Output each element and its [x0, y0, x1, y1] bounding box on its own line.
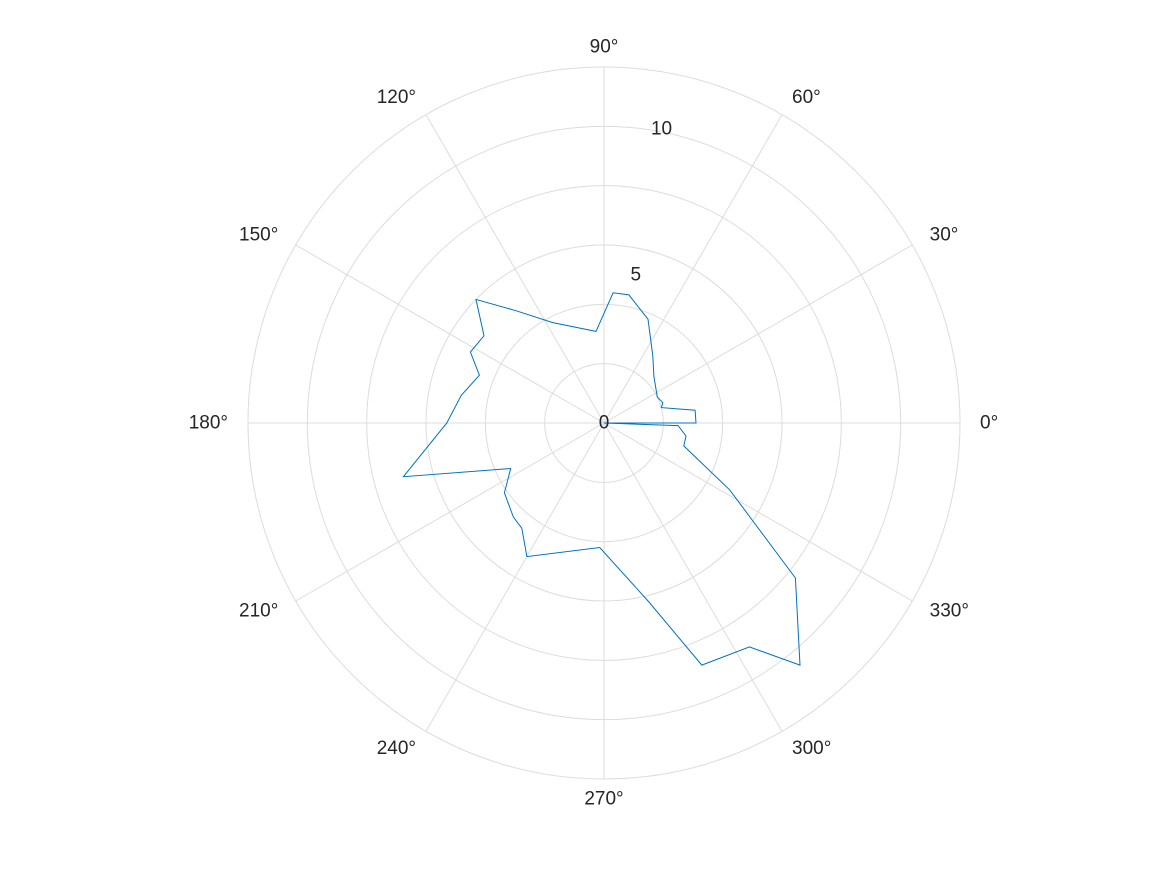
angle-tick-label: 270° — [584, 789, 623, 810]
grid-spoke — [603, 244, 913, 424]
angle-tick-label: 330° — [930, 601, 969, 622]
angle-tick-label: 0° — [980, 413, 998, 434]
polar-grid — [247, 66, 961, 780]
grid-spoke — [295, 422, 605, 602]
series-line — [402, 292, 801, 666]
grid-spoke — [603, 114, 783, 424]
grid-spoke — [603, 422, 783, 732]
angle-tick-label: 90° — [590, 37, 619, 58]
angle-tick-label: 300° — [792, 738, 831, 759]
grid-spoke — [295, 244, 605, 424]
radial-tick-label: 5 — [630, 264, 641, 285]
tick-labels: 0° 30° 60° 90° 120° 150° 180° 210° 240° 270° 300° 3… — [189, 37, 998, 810]
grid-spoke — [425, 422, 605, 732]
series-layer — [402, 292, 801, 666]
radial-tick-label: 10 — [651, 118, 672, 139]
grid-spoke — [425, 114, 605, 424]
angle-tick-label: 180° — [189, 413, 228, 434]
angle-tick-label: 240° — [377, 738, 416, 759]
angle-tick-label: 30° — [930, 225, 959, 246]
angle-tick-label: 150° — [239, 225, 278, 246]
angle-tick-label: 120° — [377, 87, 416, 108]
angle-tick-label: 210° — [239, 601, 278, 622]
radial-tick-label: 0 — [599, 413, 610, 434]
angle-tick-label: 60° — [792, 87, 821, 108]
grid-spoke — [603, 422, 913, 602]
